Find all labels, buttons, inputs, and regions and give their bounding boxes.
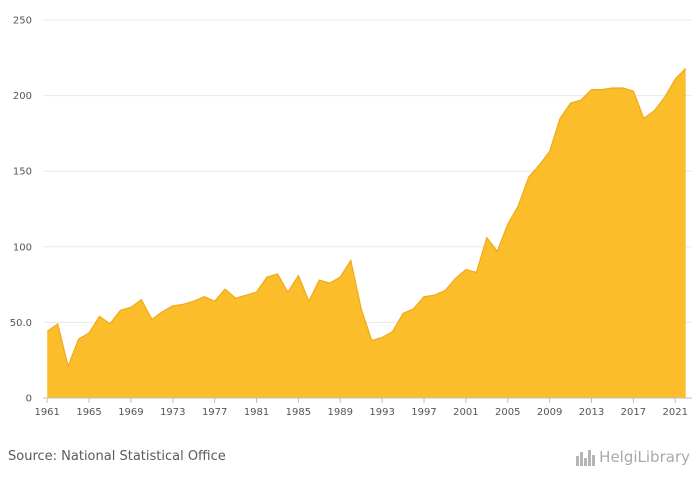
y-tick-label: 150 xyxy=(13,167,32,178)
y-tick-label: 50.0 xyxy=(10,318,32,329)
brand-name: HelgiLibrary xyxy=(599,448,690,466)
y-tick-label: 250 xyxy=(13,16,32,27)
building-bars-icon xyxy=(576,448,596,466)
area-series xyxy=(46,67,687,399)
y-tick-labels: 0 50.0 100 150 200 250 xyxy=(10,16,32,405)
x-tick-label: 2021 xyxy=(663,407,688,418)
x-tick-label: 2017 xyxy=(621,407,646,418)
source-note: Source: National Statistical Office xyxy=(8,449,226,464)
x-tick-label: 1965 xyxy=(76,407,101,418)
y-tick-label: 0 xyxy=(26,394,32,405)
x-tick-label: 2009 xyxy=(537,407,562,418)
x-tick-label: 2013 xyxy=(579,407,604,418)
x-tick-label: 1985 xyxy=(286,407,311,418)
x-tick-label: 2001 xyxy=(453,407,478,418)
x-tick-label: 1973 xyxy=(160,407,185,418)
y-tick-label: 200 xyxy=(13,91,32,102)
y-tick-label: 100 xyxy=(13,242,32,253)
x-tick-label: 2005 xyxy=(495,407,520,418)
x-tick-label: 1997 xyxy=(411,407,436,418)
x-tick-label: 1989 xyxy=(328,407,353,418)
area-line xyxy=(46,67,687,369)
x-tick-label: 1977 xyxy=(202,407,227,418)
brand-logo: HelgiLibrary xyxy=(576,444,690,470)
x-tick-label: 1961 xyxy=(34,407,59,418)
x-tick-label: 1981 xyxy=(244,407,269,418)
x-tick-labels: 1961 1965 1969 1973 1977 1981 1985 1989 1993 1997… xyxy=(34,407,688,418)
axes xyxy=(43,397,692,403)
x-tick-label: 1993 xyxy=(369,407,394,418)
area-fill xyxy=(47,68,686,399)
x-tick-label: 1969 xyxy=(118,407,143,418)
